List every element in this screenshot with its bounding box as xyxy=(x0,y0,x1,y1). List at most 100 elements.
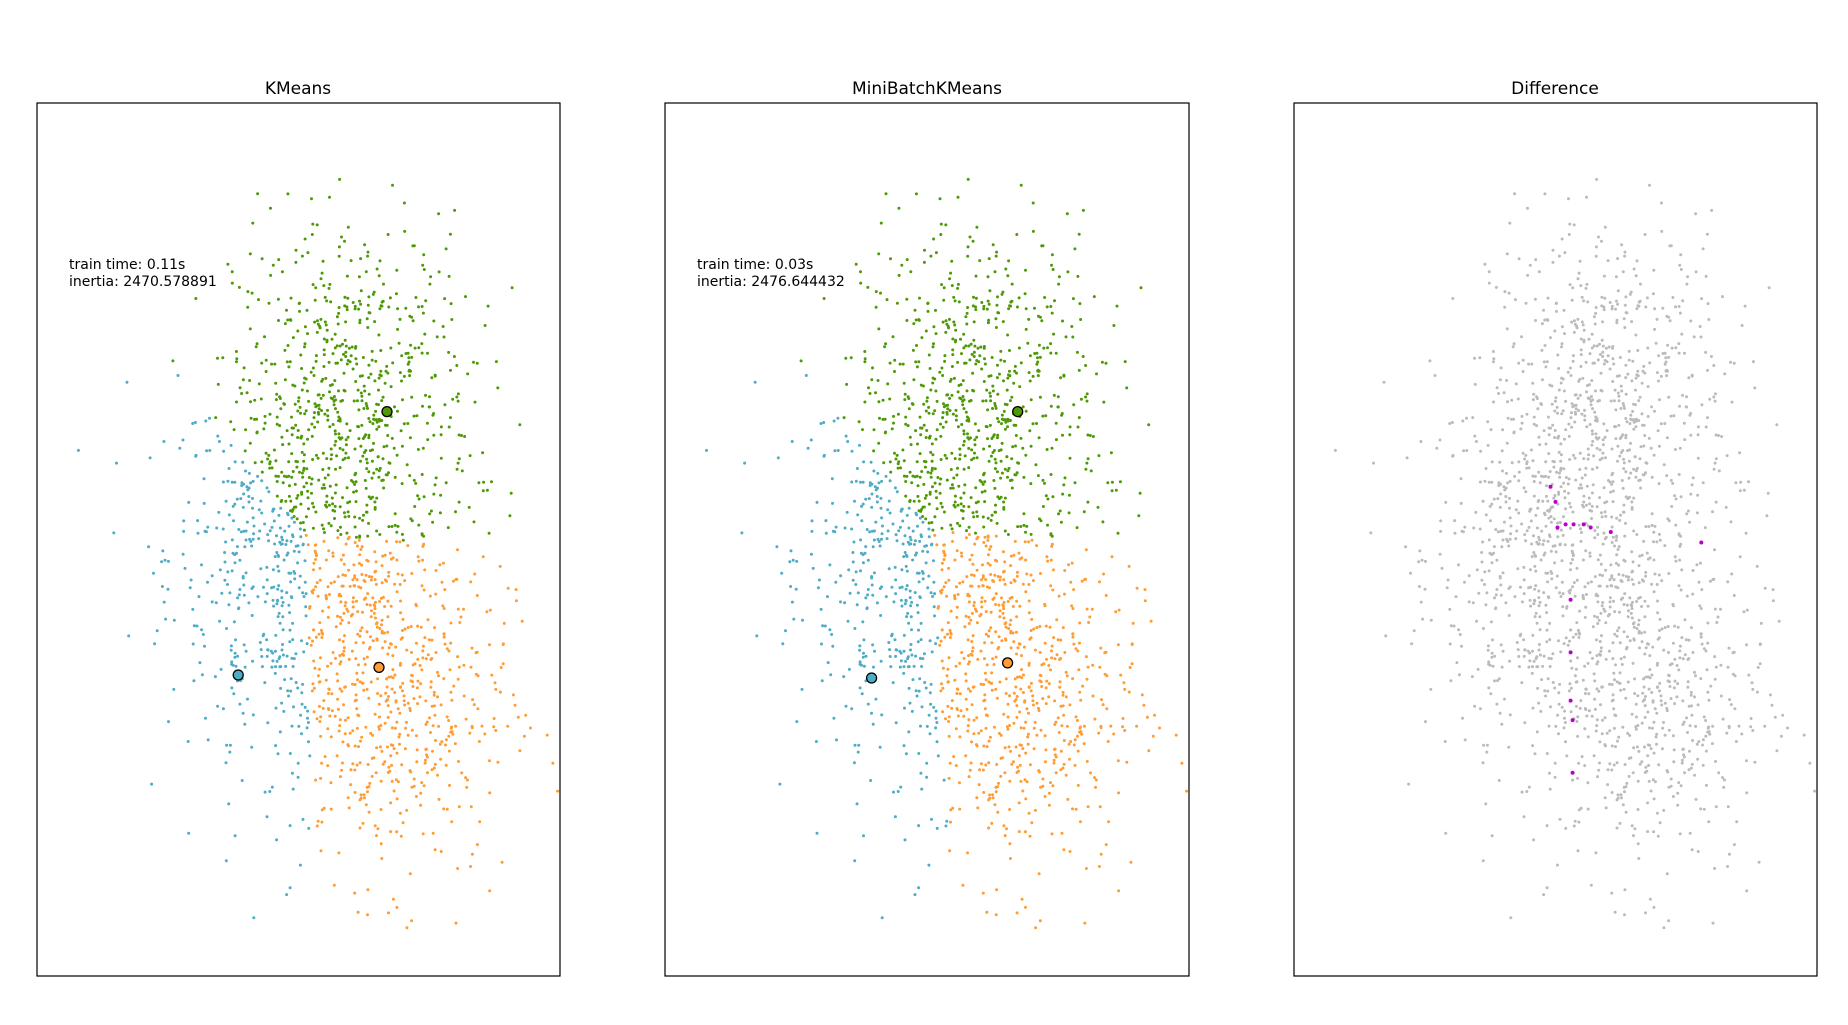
data-point xyxy=(991,657,995,661)
data-point xyxy=(1059,749,1063,753)
data-point xyxy=(926,550,930,554)
data-point xyxy=(320,808,324,812)
data-point xyxy=(970,553,974,557)
data-point xyxy=(386,434,390,437)
data-point xyxy=(244,529,248,533)
data-point xyxy=(1079,820,1082,824)
data-point xyxy=(417,305,420,309)
data-point xyxy=(182,529,186,533)
data-point xyxy=(781,642,785,646)
data-point xyxy=(1627,609,1630,613)
data-point xyxy=(924,494,928,497)
data-point xyxy=(815,831,819,835)
data-point xyxy=(248,379,252,382)
data-point xyxy=(983,599,987,603)
data-point xyxy=(1030,617,1034,621)
data-point xyxy=(755,634,759,638)
data-point xyxy=(1616,257,1620,261)
data-point xyxy=(1051,268,1055,271)
data-point xyxy=(1084,548,1088,552)
data-point xyxy=(1516,648,1520,652)
data-point xyxy=(274,398,278,402)
data-point xyxy=(398,371,402,375)
data-point xyxy=(300,471,304,475)
data-point xyxy=(264,358,268,362)
data-point xyxy=(801,618,804,622)
data-point xyxy=(295,465,299,469)
data-point xyxy=(283,529,287,533)
data-point xyxy=(313,402,317,406)
data-point xyxy=(371,596,375,600)
data-point xyxy=(377,333,381,337)
data-point xyxy=(1067,493,1071,497)
data-point xyxy=(379,779,383,783)
data-point xyxy=(1652,530,1656,534)
data-point xyxy=(348,429,352,433)
data-point xyxy=(450,318,454,321)
data-point xyxy=(412,784,416,788)
data-point xyxy=(1459,501,1463,505)
data-point xyxy=(1145,715,1149,719)
data-point xyxy=(931,595,935,598)
data-point xyxy=(1007,259,1011,263)
data-point xyxy=(356,632,360,636)
data-point xyxy=(442,335,446,339)
data-point xyxy=(980,490,984,494)
data-point xyxy=(473,572,477,576)
data-point xyxy=(859,281,863,285)
data-point xyxy=(1634,727,1638,731)
data-point xyxy=(1001,320,1005,324)
data-point xyxy=(1554,586,1558,590)
data-point xyxy=(320,820,324,824)
data-point xyxy=(1119,673,1123,677)
data-point xyxy=(995,521,999,525)
data-point xyxy=(1622,467,1626,471)
data-point xyxy=(917,628,920,632)
data-point xyxy=(272,448,276,452)
data-point xyxy=(171,359,175,363)
data-point xyxy=(288,824,292,828)
data-point xyxy=(250,291,254,295)
data-point xyxy=(390,763,394,767)
data-point xyxy=(954,764,958,768)
data-point xyxy=(241,460,245,464)
data-point xyxy=(353,768,357,772)
data-point xyxy=(1007,627,1011,630)
data-point xyxy=(1618,518,1622,522)
data-point xyxy=(362,597,366,601)
data-point xyxy=(925,399,929,403)
data-point xyxy=(345,308,349,312)
data-point xyxy=(372,417,376,421)
data-point xyxy=(864,545,868,549)
data-point xyxy=(353,683,357,686)
data-point xyxy=(365,655,369,659)
data-point xyxy=(1036,474,1040,478)
data-point xyxy=(1652,590,1656,594)
data-point xyxy=(1520,600,1524,604)
data-point xyxy=(1604,806,1608,810)
data-point xyxy=(1591,483,1595,487)
data-point xyxy=(997,311,1001,315)
data-point xyxy=(438,511,442,515)
data-point xyxy=(1637,581,1641,585)
data-point xyxy=(478,820,482,824)
data-point xyxy=(353,304,357,308)
data-point xyxy=(253,398,257,402)
data-point xyxy=(266,533,270,537)
data-point xyxy=(260,460,264,464)
data-point xyxy=(1020,897,1024,901)
data-point xyxy=(370,459,374,463)
data-point xyxy=(1586,735,1590,739)
data-point xyxy=(890,585,894,589)
data-point xyxy=(853,499,856,503)
data-point xyxy=(244,469,247,473)
data-point xyxy=(1516,499,1520,503)
data-point xyxy=(1601,443,1605,447)
data-point xyxy=(971,646,975,650)
data-point xyxy=(1646,346,1650,350)
data-point xyxy=(1615,374,1619,378)
data-point xyxy=(1018,675,1022,679)
data-point xyxy=(269,206,272,210)
data-point xyxy=(312,568,315,572)
data-point xyxy=(1532,551,1536,554)
